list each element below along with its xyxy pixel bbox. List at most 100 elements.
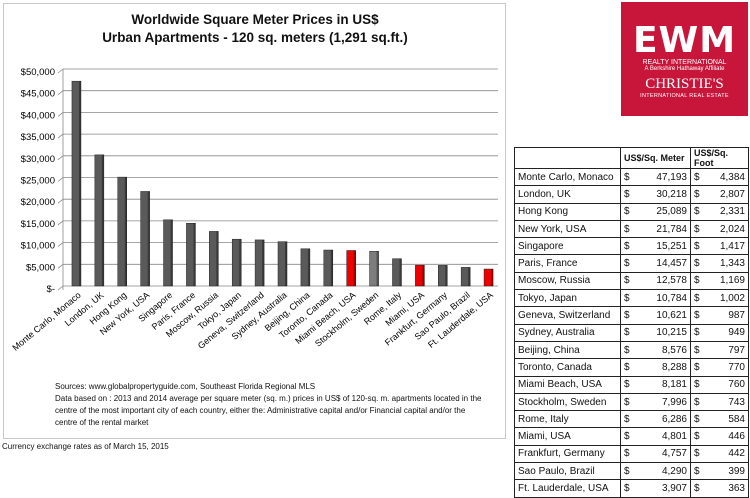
currency-cell: $: [620, 444, 637, 464]
y-tick-label: $50,000: [21, 67, 55, 78]
city-cell: Ft. Lauderdale, USA: [514, 479, 621, 498]
city-cell: Sydney, Australia: [514, 323, 621, 342]
currency-cell: $: [690, 185, 707, 204]
bar-shade: [468, 267, 471, 286]
city-cell: Moscow, Russia: [514, 271, 621, 291]
y-tick-label: $20,000: [21, 197, 55, 208]
sqft-price-cell: 2,331: [706, 202, 749, 221]
bar-shade: [262, 239, 265, 286]
sqm-price-cell: 21,784: [636, 219, 691, 239]
city-cell: London, UK: [514, 185, 621, 204]
data-note: Data based on : 2013 and 2014 average pe…: [55, 394, 482, 427]
sqft-price-cell: 446: [706, 427, 749, 446]
bar-shade: [193, 223, 196, 286]
logo-line3: CHRISTIE'S: [645, 76, 724, 92]
header-city: [514, 147, 621, 169]
city-cell: Toronto, Canada: [514, 358, 621, 377]
bar-shade: [170, 219, 173, 286]
tick-mark: [57, 155, 64, 161]
bar-shade: [330, 250, 333, 286]
header-sqm: US$/Sq. Meter: [620, 147, 691, 169]
bar: [323, 249, 334, 287]
currency-cell: $: [690, 306, 707, 325]
bar-shade: [307, 248, 310, 286]
bar: [483, 268, 494, 287]
table-row: Sao Paulo, Brazil $ 4,290 $ 399: [514, 462, 749, 481]
bar-shade: [78, 81, 81, 287]
currency-cell: $: [620, 237, 637, 256]
currency-cell: $: [620, 306, 637, 325]
bar: [415, 264, 425, 287]
table-row: Tokyo, Japan $ 10,784 $ 1,002: [514, 289, 749, 308]
table-row: Paris, France $ 14,457 $ 1,343: [514, 254, 749, 273]
currency-cell: $: [620, 410, 637, 429]
sqm-price-cell: 25,089: [636, 202, 691, 221]
currency-cell: $: [620, 271, 637, 291]
bar-shade: [422, 265, 425, 286]
city-cell: Singapore: [514, 237, 621, 256]
chart-notes: Sources: www.globalpropertyguide.com, So…: [55, 381, 485, 429]
tick-mark: [57, 177, 64, 182]
chart-subtitle: Urban Apartments - 120 sq. meters (1,291…: [102, 30, 408, 45]
city-cell: New York, USA: [514, 219, 621, 239]
bar-shade: [399, 258, 402, 286]
y-tick-label: $45,000: [21, 89, 55, 100]
y-tick-label: $15,000: [21, 219, 55, 230]
table-row: Beijing, China $ 8,576 $ 797: [514, 340, 749, 360]
bar-shade: [445, 265, 448, 286]
sqm-price-cell: 4,801: [636, 427, 691, 446]
table-row: Rome, Italy $ 6,286 $ 584: [514, 410, 749, 429]
city-cell: Rome, Italy: [514, 410, 621, 429]
y-tick-label: $40,000: [21, 110, 55, 121]
sqm-price-cell: 4,757: [636, 444, 691, 464]
sqft-price-cell: 399: [706, 462, 749, 481]
sqft-price-cell: 770: [706, 358, 749, 377]
chart-frame: [3, 3, 506, 439]
currency-cell: $: [690, 219, 707, 239]
currency-cell: $: [620, 167, 637, 187]
sqm-price-cell: 30,218: [636, 185, 691, 204]
table-row: Stockholm, Sweden $ 7,996 $ 743: [514, 392, 749, 412]
sqm-price-cell: 3,907: [636, 479, 691, 498]
price-table: US$/Sq. Meter US$/Sq. Foot Monte Carlo, …: [514, 147, 749, 498]
sqft-price-cell: 1,343: [706, 254, 749, 273]
city-cell: Miami, USA: [514, 427, 621, 446]
header-sqft: US$/Sq. Foot: [690, 147, 749, 169]
currency-cell: $: [690, 323, 707, 342]
currency-cell: $: [690, 392, 707, 412]
bar: [300, 248, 311, 287]
city-cell: Frankfurt, Germany: [514, 444, 621, 464]
currency-cell: $: [620, 323, 637, 342]
currency-cell: $: [620, 375, 637, 394]
sqft-price-cell: 1,417: [706, 237, 749, 256]
sqm-price-cell: 12,578: [636, 271, 691, 291]
currency-cell: $: [690, 202, 707, 221]
city-cell: Tokyo, Japan: [514, 289, 621, 308]
logo-line2: A Berkshire Hathaway Affiliate: [644, 66, 725, 72]
currency-cell: $: [620, 392, 637, 412]
tick-mark: [57, 263, 64, 269]
currency-cell: $: [620, 358, 637, 377]
sqm-price-cell: 8,576: [636, 340, 691, 360]
currency-cell: $: [620, 202, 637, 221]
tick-mark: [57, 90, 64, 96]
currency-cell: $: [690, 237, 707, 256]
chart-title: Worldwide Square Meter Prices in US$: [131, 12, 379, 27]
sqft-price-cell: 2,807: [706, 185, 749, 204]
table-row: Hong Kong $ 25,089 $ 2,331: [514, 202, 749, 221]
tick-mark: [57, 242, 64, 247]
sqft-price-cell: 584: [706, 410, 749, 429]
table-row: London, UK $ 30,218 $ 2,807: [514, 185, 749, 204]
table-row: Moscow, Russia $ 12,578 $ 1,169: [514, 271, 749, 291]
logo-line1: REALTY INTERNATIONAL: [642, 59, 727, 66]
currency-cell: $: [620, 340, 637, 360]
table-row: Sydney, Australia $ 10,215 $ 949: [514, 323, 749, 342]
sqm-price-cell: 14,457: [636, 254, 691, 273]
y-tick-label: $30,000: [21, 154, 55, 165]
sqm-price-cell: 10,621: [636, 306, 691, 325]
tick-mark: [57, 220, 64, 226]
sqm-price-cell: 7,996: [636, 392, 691, 412]
y-tick-label: $10,000: [21, 241, 55, 252]
city-cell: Sao Paulo, Brazil: [514, 462, 621, 481]
sqft-price-cell: 442: [706, 444, 749, 464]
